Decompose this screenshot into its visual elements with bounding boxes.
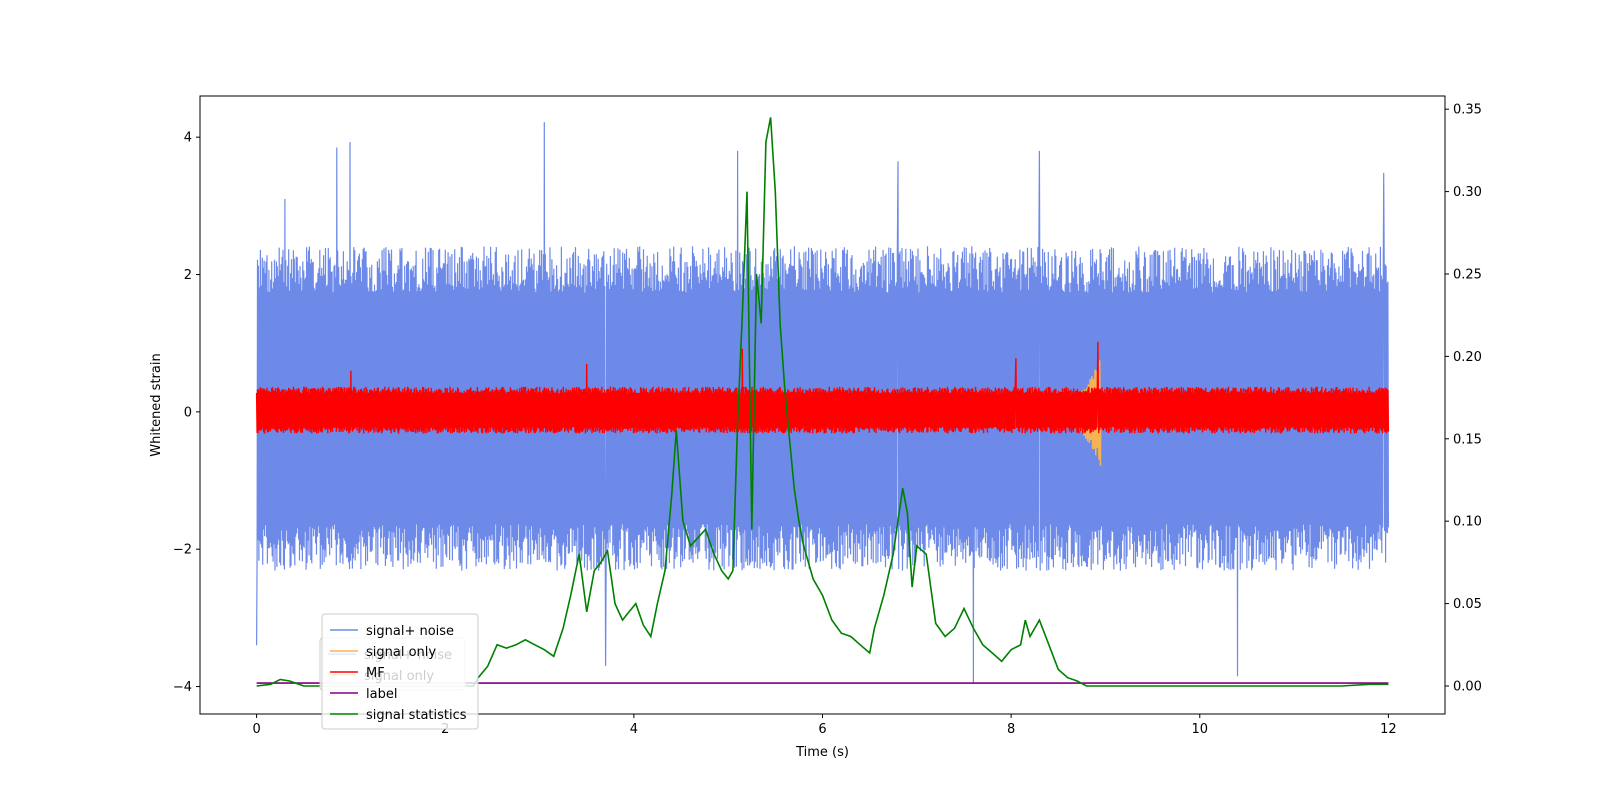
- y2-tick-label: 0.05: [1453, 597, 1482, 612]
- x-tick-label: 4: [630, 722, 638, 737]
- y-axis-right: 0.00 0.05 0.10 0.15 0.20 0.25 0.30 0.35: [1445, 103, 1482, 694]
- y-axis-left: −4 −2 0 2 4: [173, 131, 200, 695]
- y2-tick-label: 0.25: [1453, 267, 1482, 282]
- series-signal-statistics-line: [256, 117, 1389, 687]
- x-tick-label: 6: [818, 722, 826, 737]
- y2-tick-label: 0.20: [1453, 350, 1482, 365]
- y-tick-label: 0: [184, 405, 192, 420]
- legend: signal+ noise signal onlysignal+ noise sig…: [319, 613, 479, 730]
- y2-tick-label: 0.15: [1453, 432, 1482, 447]
- x-tick-label: 12: [1380, 722, 1397, 737]
- series-mf-line: [255, 341, 1390, 434]
- legend-front: signal+ noise signal only MF label signal st…: [321, 613, 479, 730]
- y-axis-label: Whitened strain: [149, 353, 164, 456]
- y-tick-label: 4: [184, 131, 192, 146]
- y2-tick-label: 0.35: [1453, 103, 1482, 118]
- legend-entry-signal-only: signal only: [366, 645, 436, 660]
- x-tick-label: 10: [1191, 722, 1208, 737]
- legend-entry-signal-statistics: signal statistics: [366, 708, 467, 723]
- x-tick-label: 8: [1007, 722, 1015, 737]
- x-tick-label: 0: [252, 722, 260, 737]
- y-tick-label: −2: [173, 543, 192, 558]
- x-axis-label: Time (s): [795, 745, 849, 760]
- legend-entry-signal-noise: signal+ noise: [366, 624, 454, 639]
- y2-tick-label: 0.00: [1453, 679, 1482, 694]
- y-tick-label: −4: [173, 680, 192, 695]
- legend-frame: [321, 613, 479, 730]
- legend-entry-mf: MF: [366, 666, 385, 681]
- legend-entry-label: label: [366, 687, 397, 702]
- y-tick-label: 2: [184, 268, 192, 283]
- y2-tick-label: 0.10: [1453, 515, 1482, 530]
- y2-tick-label: 0.30: [1453, 185, 1482, 200]
